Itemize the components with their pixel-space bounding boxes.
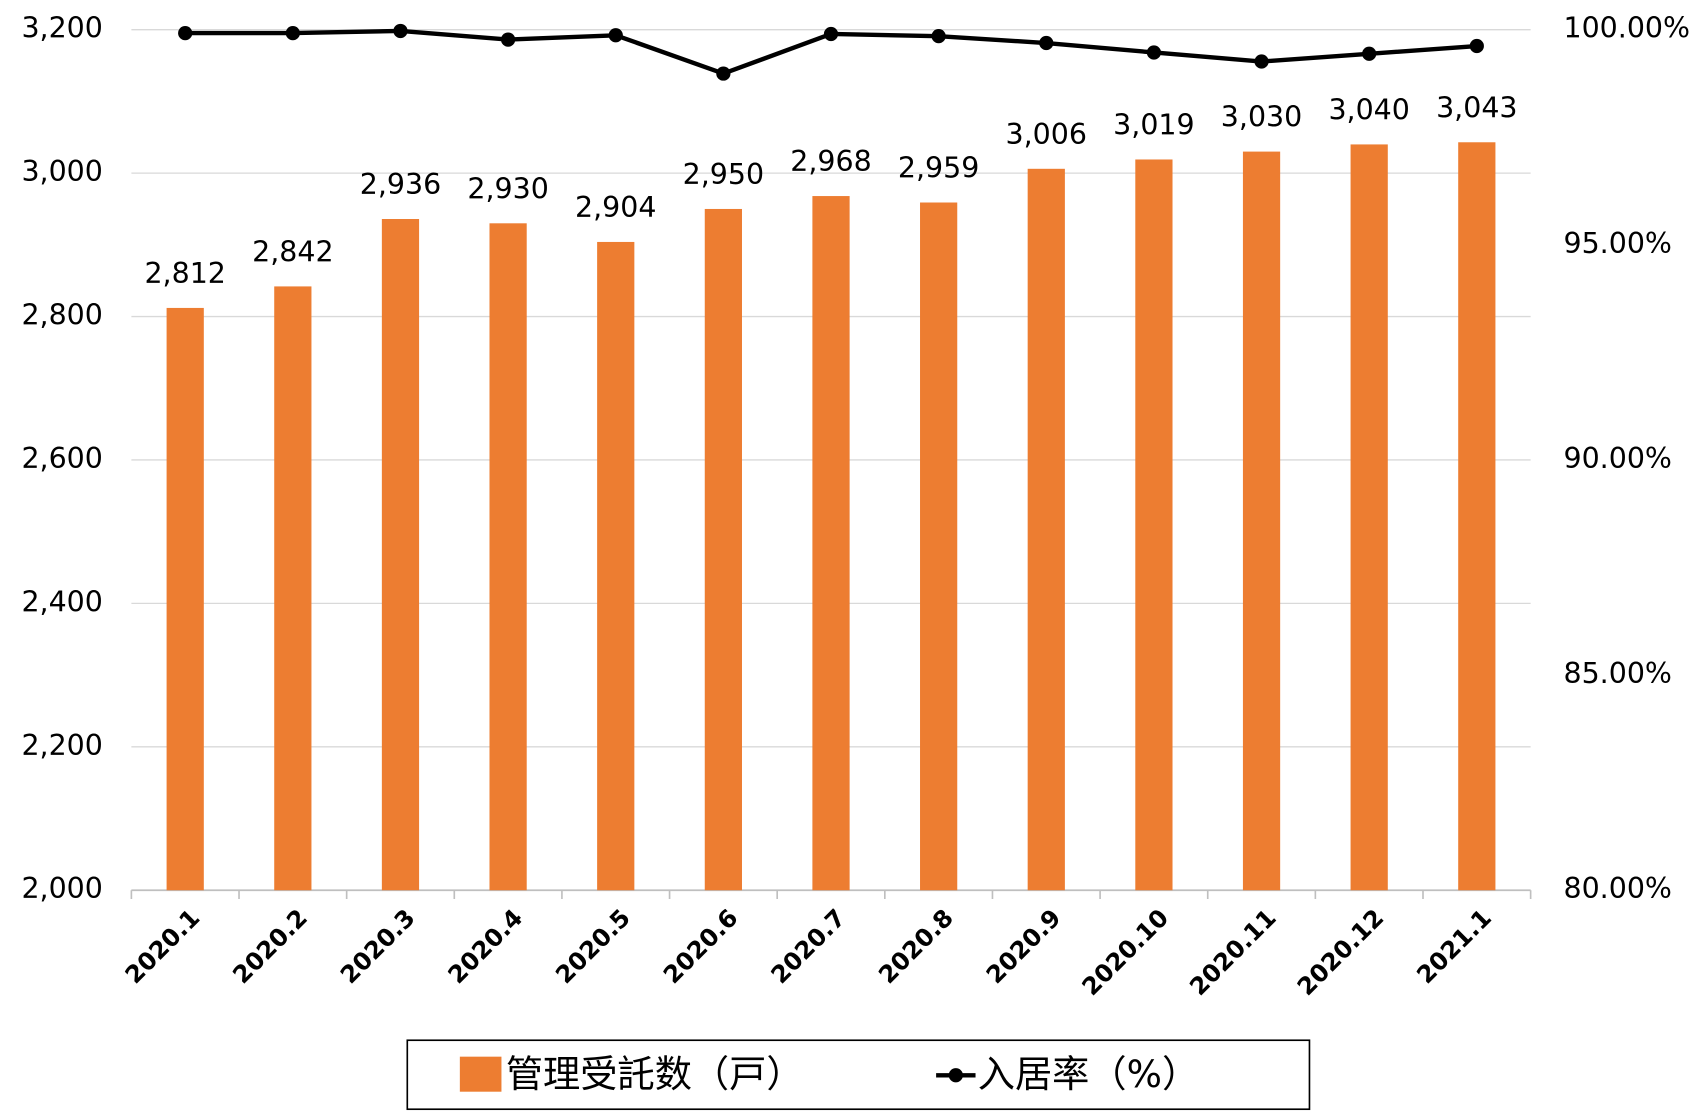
x-tick-label: 2020.6 (658, 904, 744, 990)
data-label: 3,019 (1113, 109, 1194, 142)
data-label: 2,950 (683, 158, 764, 191)
line-marker (716, 66, 731, 81)
y2-tick-label: 100.00% (1563, 12, 1690, 45)
bar (597, 241, 635, 891)
bar (1027, 168, 1065, 891)
data-label: 2,812 (144, 257, 225, 290)
x-tick-label: 2020.1 (120, 904, 206, 990)
legend: 管理受託数（戸） 入居率（%） (406, 1039, 1311, 1111)
x-tick-label: 2020.7 (766, 904, 852, 990)
legend-label: 入居率（%） (978, 1052, 1199, 1096)
bar (1350, 144, 1388, 891)
x-tick-label: 2020.2 (227, 904, 313, 990)
line-marker (931, 29, 946, 44)
x-tick-label: 2020.10 (1077, 904, 1174, 1001)
y-tick-label: 2,800 (21, 299, 102, 332)
legend-marker (948, 1068, 963, 1083)
line-marker (1469, 38, 1484, 54)
data-label: 2,968 (790, 145, 871, 178)
line-marker (1146, 45, 1162, 60)
y-tick-label: 2,400 (21, 585, 102, 618)
bar (1135, 159, 1173, 891)
line-marker (500, 32, 516, 47)
line-marker (608, 28, 623, 43)
y-tick-label: 2,600 (21, 442, 102, 475)
x-tick-label: 2020.5 (550, 904, 636, 990)
bar (489, 223, 527, 891)
x-tick-label: 2020.11 (1184, 904, 1281, 1001)
x-tick-label: 2020.9 (981, 904, 1067, 990)
line-marker (823, 26, 839, 42)
legend-label: 管理受託数（戸） (506, 1052, 804, 1096)
x-tick-label: 2020.4 (443, 904, 529, 990)
y-tick-label: 3,000 (21, 155, 102, 188)
line-marker (285, 26, 300, 41)
data-label: 3,030 (1221, 101, 1302, 134)
x-tick-label: 2020.8 (873, 904, 959, 990)
bar (274, 286, 312, 891)
bar (812, 196, 850, 891)
bar (920, 202, 958, 891)
line-marker (1362, 46, 1377, 61)
data-label: 2,959 (898, 152, 979, 185)
y-tick-label: 3,200 (21, 12, 102, 45)
legend-box (406, 1039, 1311, 1111)
data-label: 2,930 (467, 172, 548, 205)
x-tick-label: 2020.12 (1292, 904, 1389, 1001)
data-label: 3,040 (1328, 94, 1409, 127)
line-marker (1039, 35, 1054, 51)
y2-tick-label: 80.00% (1563, 872, 1672, 905)
data-label: 2,936 (360, 168, 441, 201)
line-marker (1254, 54, 1269, 69)
data-label: 2,842 (252, 236, 333, 269)
x-tick-label: 2020.3 (335, 904, 421, 990)
y2-tick-label: 95.00% (1563, 227, 1672, 260)
y2-tick-label: 90.00% (1563, 442, 1672, 475)
legend-swatch (459, 1056, 502, 1092)
line-marker (178, 26, 193, 41)
data-label: 2,904 (575, 191, 656, 224)
bar (1242, 151, 1281, 891)
bar (381, 219, 420, 891)
data-label: 3,006 (1006, 118, 1087, 151)
bar (1458, 142, 1496, 891)
bar (704, 208, 742, 891)
y2-tick-label: 85.00% (1563, 657, 1672, 690)
y-tick-label: 2,000 (21, 872, 102, 905)
y-tick-label: 2,200 (21, 729, 102, 762)
bar (166, 307, 204, 891)
data-label: 3,043 (1436, 91, 1517, 124)
line-marker (393, 23, 408, 39)
x-tick-label: 2021.1 (1411, 904, 1497, 990)
